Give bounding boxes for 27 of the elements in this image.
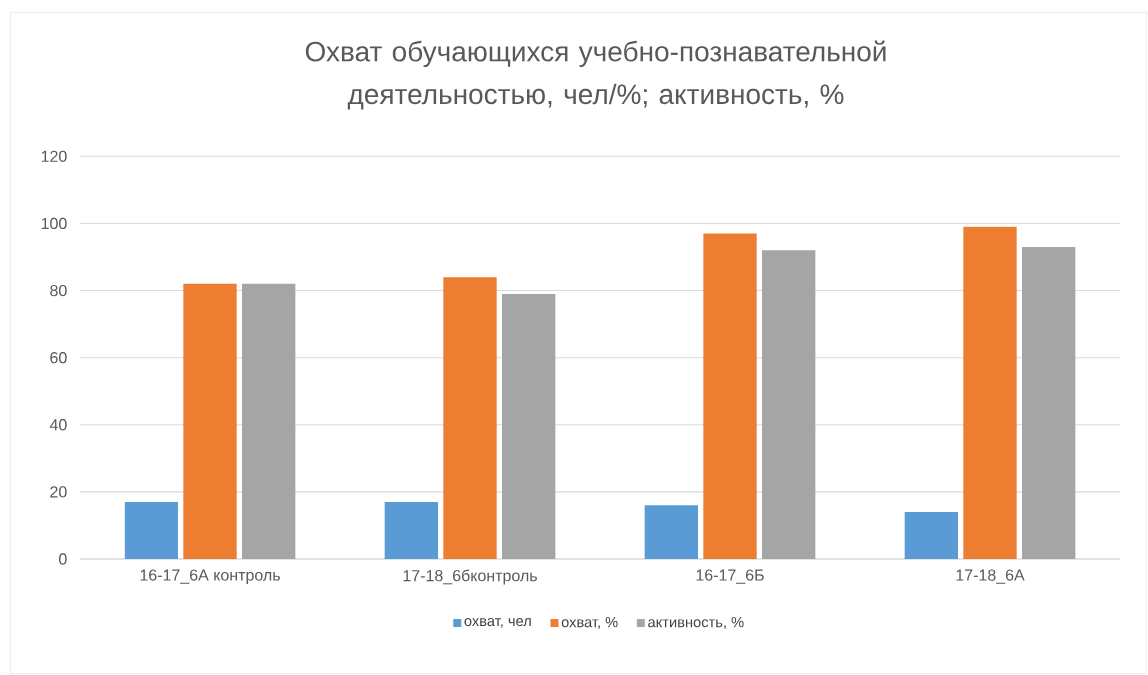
chart-title: Охват обучающихся учебно-познавательной деятельностью, чел/%; активность, % [305, 40, 886, 110]
legend-label: активность, % [648, 616, 744, 630]
bar [242, 283, 296, 559]
bar [502, 293, 556, 559]
legend-label: охват, % [561, 616, 618, 630]
bar [124, 501, 179, 559]
bar [183, 283, 237, 559]
bar [703, 233, 757, 559]
y-tick-label: 80 [50, 284, 67, 297]
bar [443, 277, 497, 559]
bar [963, 226, 1017, 559]
y-tick-label: 100 [41, 217, 67, 230]
legend-label: охват, чел [464, 618, 531, 628]
bar [644, 505, 699, 559]
x-tick-label: 16-17_6Б [696, 569, 764, 584]
y-tick-label: 40 [49, 419, 67, 431]
y-tick-label: 20 [50, 486, 67, 498]
x-tick-label: 17-18_6А [956, 569, 1025, 584]
bar [384, 501, 439, 559]
bar [1022, 246, 1076, 559]
y-tick-label: 0 [59, 553, 67, 565]
x-tick-label: 16-17_6А контроль [140, 569, 280, 584]
y-tick-label: 120 [41, 150, 67, 162]
bar [904, 512, 959, 559]
y-tick-label: 60 [50, 352, 67, 364]
x-tick-label: 17-18_6бконтроль [403, 569, 537, 585]
bar [762, 250, 816, 559]
